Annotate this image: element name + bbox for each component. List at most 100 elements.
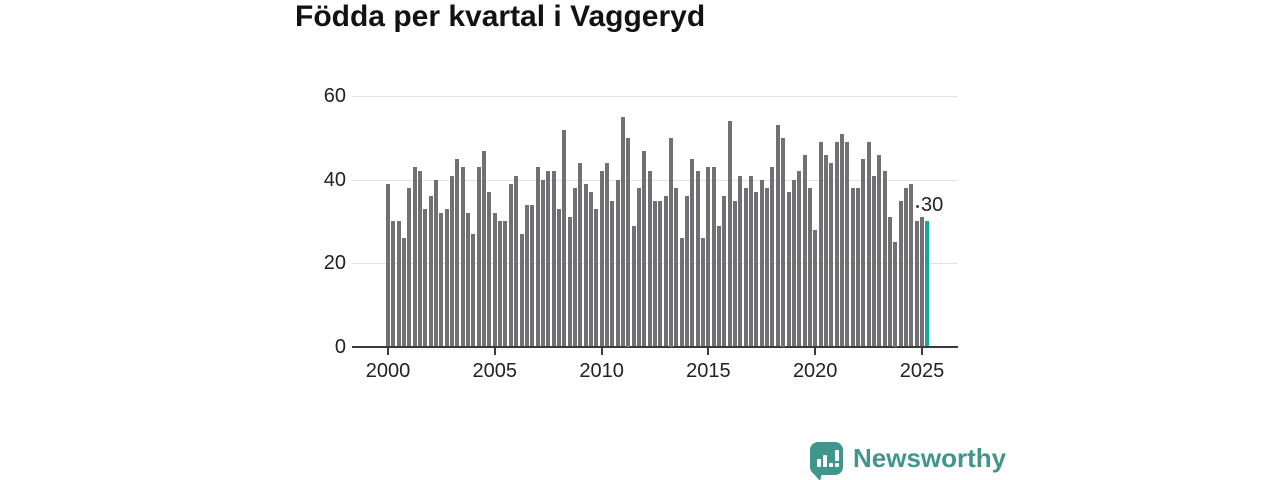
mini-bar-icon <box>817 458 821 467</box>
bar <box>476 167 481 347</box>
mini-exclamation-dot-icon <box>835 462 839 467</box>
bar <box>407 188 412 347</box>
bar <box>743 188 748 347</box>
bar <box>877 154 882 347</box>
x-axis-line <box>352 345 958 348</box>
bar <box>439 213 444 347</box>
bar <box>551 171 556 347</box>
bar <box>839 133 844 347</box>
bar <box>455 158 460 347</box>
bar <box>813 229 818 347</box>
bar <box>797 171 802 347</box>
x-tick-mark <box>814 347 817 355</box>
bar <box>418 171 423 347</box>
bar <box>471 233 476 347</box>
x-tick-label: 2005 <box>472 359 518 382</box>
x-tick-mark <box>707 347 710 355</box>
bar <box>770 167 775 347</box>
y-tick-label: 20 <box>323 252 346 275</box>
bar <box>887 217 892 347</box>
bar <box>444 208 449 347</box>
newsworthy-logo: Newsworthy <box>810 440 1007 480</box>
bar <box>893 242 898 347</box>
bar <box>685 196 690 347</box>
bar <box>615 179 620 347</box>
bar <box>738 175 743 347</box>
x-tick-mark <box>387 347 389 355</box>
bar <box>503 221 508 347</box>
x-tick-mark <box>921 347 923 355</box>
mini-bar-icon <box>823 454 827 467</box>
bar <box>583 183 588 347</box>
x-tick-label: 2010 <box>579 359 624 382</box>
bar <box>658 200 663 347</box>
x-tick-label: 2000 <box>365 359 411 382</box>
last-value-label: 30 <box>921 194 944 216</box>
bar <box>402 238 407 347</box>
bar <box>482 150 487 347</box>
bar <box>845 142 850 347</box>
bar <box>898 200 903 347</box>
bar <box>663 196 668 347</box>
bar <box>642 150 647 347</box>
bar <box>391 221 396 347</box>
bar <box>834 142 839 347</box>
label-leader-dot <box>916 205 919 208</box>
bar <box>903 188 908 347</box>
newsworthy-logo-text: Newsworthy <box>853 442 1007 473</box>
gridline-40 <box>352 179 958 181</box>
bar <box>514 175 519 347</box>
bar <box>775 125 780 347</box>
bar <box>434 179 439 347</box>
x-tick-label: 2015 <box>686 359 731 382</box>
bar <box>631 225 636 347</box>
bar <box>679 238 684 347</box>
bar <box>492 213 497 347</box>
bar <box>722 196 727 347</box>
bar <box>674 188 679 347</box>
bar <box>626 138 631 347</box>
y-tick-label: 60 <box>323 85 346 108</box>
bar <box>610 200 615 347</box>
bar <box>540 179 545 347</box>
y-tick-label: 40 <box>323 168 346 191</box>
bar <box>861 158 866 347</box>
bar <box>386 183 390 347</box>
bar <box>524 204 529 347</box>
bar <box>727 121 732 347</box>
bar <box>487 192 492 347</box>
bar <box>807 188 812 347</box>
bar <box>717 225 722 347</box>
bar <box>428 196 433 347</box>
bar <box>567 217 572 347</box>
bar <box>781 138 786 347</box>
bar <box>706 167 711 347</box>
y-tick-label: 0 <box>334 335 346 358</box>
bar <box>647 171 652 347</box>
bar <box>620 117 625 347</box>
bar <box>412 167 417 347</box>
bar <box>914 221 919 347</box>
bar <box>604 163 609 347</box>
bar <box>508 183 513 347</box>
bar <box>546 171 551 347</box>
bar <box>466 213 471 347</box>
bar <box>396 221 401 347</box>
bar <box>866 142 871 347</box>
bar <box>423 208 428 347</box>
bar <box>909 183 914 347</box>
gridline-60 <box>352 96 958 98</box>
bar <box>701 238 706 347</box>
bar <box>855 188 860 347</box>
bar <box>823 154 828 347</box>
bar <box>791 179 796 347</box>
newsworthy-logo-icon <box>810 441 843 480</box>
bar <box>450 175 455 347</box>
mini-exclamation-icon <box>835 449 839 461</box>
bar <box>882 171 887 347</box>
bar <box>588 192 593 347</box>
bar <box>850 188 855 347</box>
bar-highlighted <box>925 221 930 347</box>
bar <box>818 142 823 347</box>
